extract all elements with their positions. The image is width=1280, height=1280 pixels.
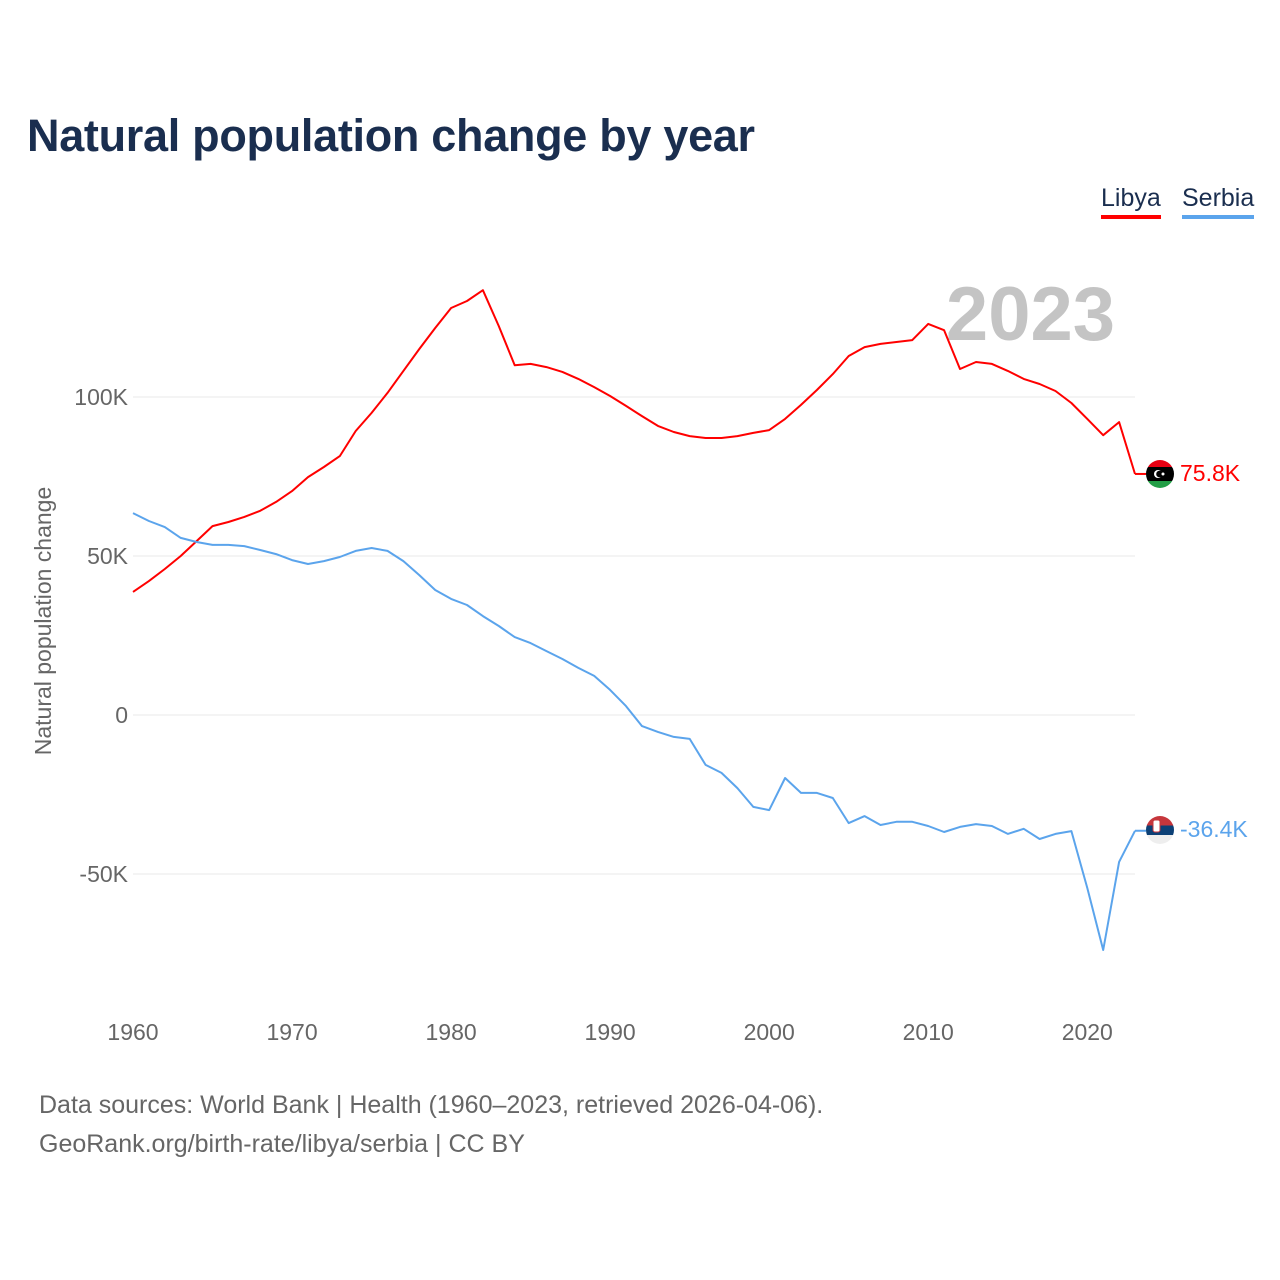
footer: Data sources: World Bank | Health (1960–… [39, 1086, 823, 1164]
y-tick-label: 100K [74, 384, 128, 410]
serbia-end-label: -36.4K [1180, 816, 1248, 842]
series-line-serbia[interactable] [132, 512, 1136, 951]
y-axis-label: Natural population change [30, 487, 56, 756]
y-tick-label: 50K [87, 543, 129, 569]
libya-flag-icon [1146, 460, 1174, 488]
chart-title: Natural population change by year [27, 110, 755, 161]
libya-end-label: 75.8K [1180, 460, 1241, 486]
year-watermark: 2023 [946, 272, 1115, 357]
x-tick-label: 1990 [585, 1019, 636, 1045]
y-tick-label: -50K [79, 861, 128, 887]
x-tick-label: 2020 [1062, 1019, 1113, 1045]
serbia-flag-icon [1146, 816, 1174, 844]
x-tick-label: 2000 [744, 1019, 795, 1045]
legend-item-libya[interactable]: Libya [1101, 184, 1161, 219]
x-tick-label: 1980 [426, 1019, 477, 1045]
data-source-text: Data sources: World Bank | Health (1960–… [39, 1091, 824, 1119]
attribution-link[interactable]: GeoRank.org/birth-rate/libya/serbia | CC… [39, 1130, 525, 1158]
legend-item-serbia[interactable]: Serbia [1182, 184, 1255, 219]
x-tick-label: 2010 [903, 1019, 954, 1045]
x-tick-label: 1960 [107, 1019, 158, 1045]
x-tick-label: 1970 [266, 1019, 317, 1045]
series-line-libya[interactable] [132, 289, 1136, 593]
y-tick-label: 0 [115, 702, 128, 728]
